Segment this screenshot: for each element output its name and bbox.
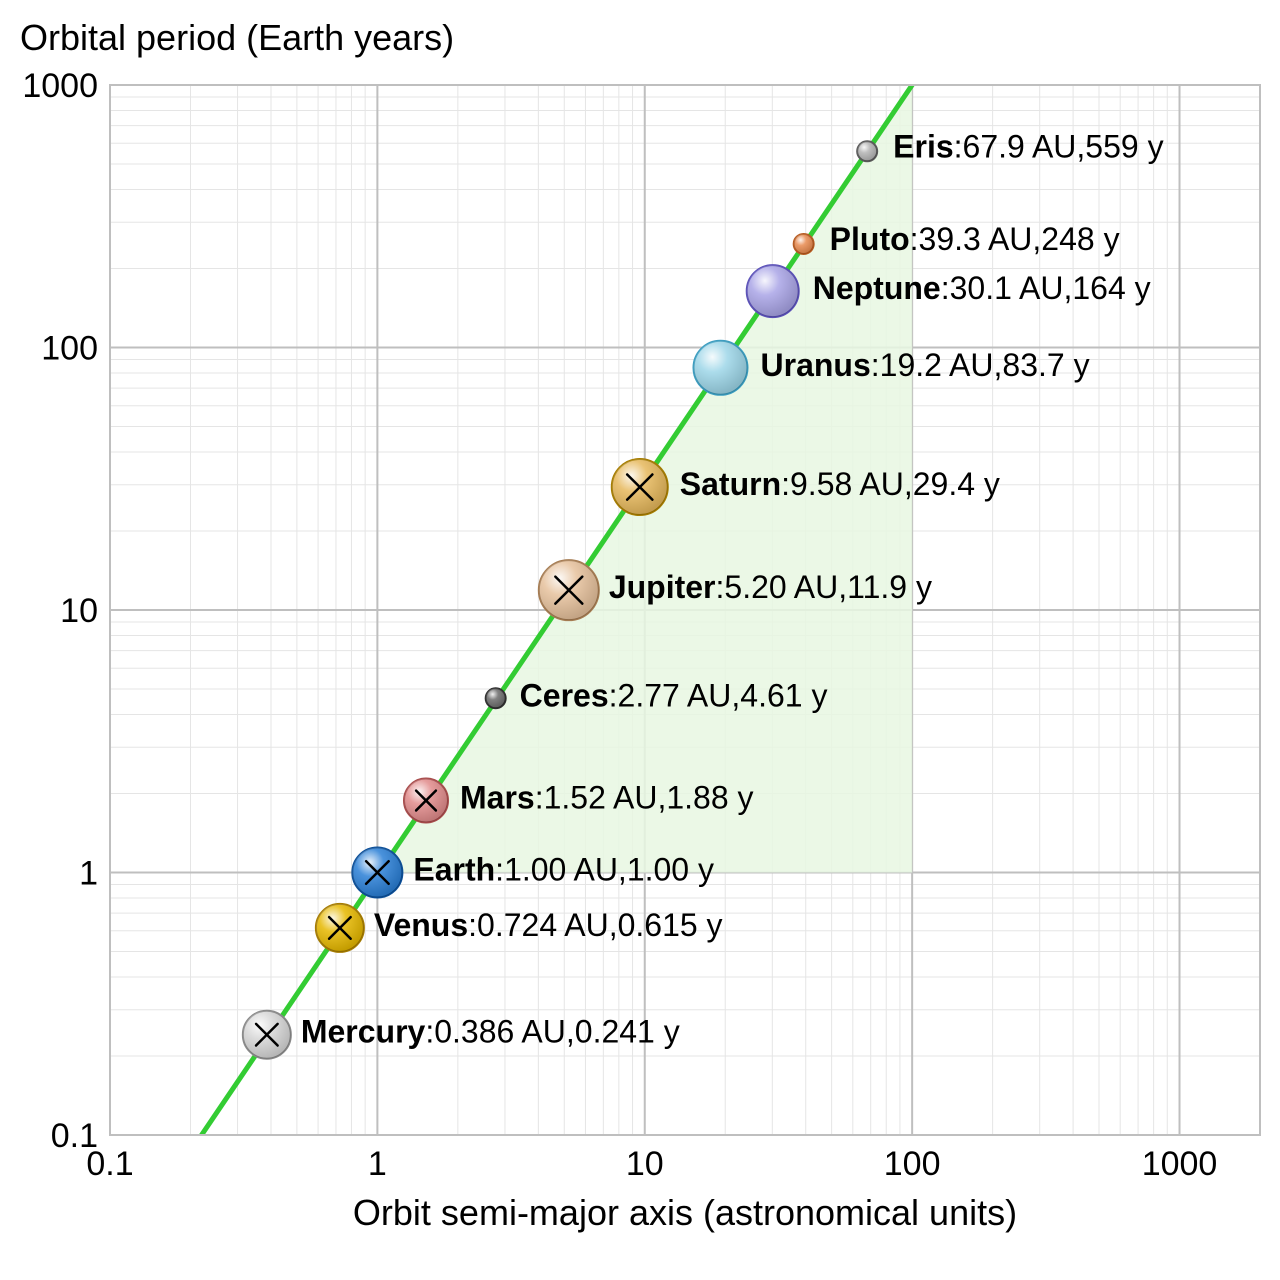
point-label: Pluto:39.3 AU,248 y [830,221,1120,257]
point-label: Venus:0.724 AU,0.615 y [374,907,723,943]
svg-text:0.1: 0.1 [51,1117,98,1155]
svg-text:100: 100 [41,330,98,368]
svg-text:100: 100 [884,1145,941,1183]
point-label: Eris:67.9 AU,559 y [893,128,1163,164]
svg-text:1: 1 [79,855,98,893]
point-label: Ceres:2.77 AU,4.61 y [520,677,828,713]
orbital-period-chart: 0.111010010000.11101001000Orbital period… [0,0,1280,1280]
svg-text:10: 10 [626,1145,664,1183]
point-label: Mars:1.52 AU,1.88 y [460,780,754,816]
point-label: Mercury:0.386 AU,0.241 y [301,1014,680,1050]
svg-text:1: 1 [368,1145,387,1183]
svg-text:10: 10 [60,592,98,630]
point-label: Neptune:30.1 AU,164 y [813,270,1151,306]
point-label: Uranus:19.2 AU,83.7 y [761,347,1090,383]
point-eris: Eris:67.9 AU,559 y [857,128,1163,164]
point-pluto: Pluto:39.3 AU,248 y [794,221,1120,257]
point-ceres: Ceres:2.77 AU,4.61 y [486,677,828,713]
point-label: Saturn:9.58 AU,29.4 y [680,466,1000,502]
svg-text:1000: 1000 [22,67,98,105]
point-label: Earth:1.00 AU,1.00 y [413,852,714,888]
svg-text:1000: 1000 [1142,1145,1218,1183]
x-axis-title: Orbit semi-major axis (astronomical unit… [353,1192,1017,1233]
point-label: Jupiter:5.20 AU,11.9 y [609,569,932,605]
y-axis-title: Orbital period (Earth years) [20,17,454,58]
